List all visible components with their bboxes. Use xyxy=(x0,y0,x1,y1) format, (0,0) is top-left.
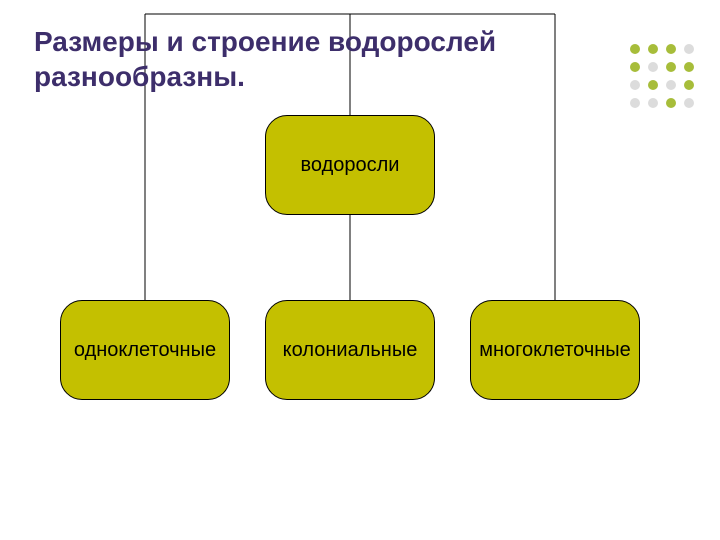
node-child-3-label: многоклеточные xyxy=(479,339,631,362)
decorative-dot-grid xyxy=(630,44,702,116)
slide-stage: Размеры и строение водорослей разнообраз… xyxy=(0,0,720,540)
node-root-label: водоросли xyxy=(301,154,400,177)
node-child-3: многоклеточные xyxy=(470,300,640,400)
title-line-1: Размеры и строение водорослей xyxy=(34,24,496,59)
node-root: водоросли xyxy=(265,115,435,215)
page-title: Размеры и строение водорослей разнообраз… xyxy=(34,24,496,94)
node-child-2-label: колониальные xyxy=(283,339,418,362)
node-child-1-label: одноклеточные xyxy=(74,339,216,362)
node-child-2: колониальные xyxy=(265,300,435,400)
title-line-2: разнообразны. xyxy=(34,59,496,94)
node-child-1: одноклеточные xyxy=(60,300,230,400)
